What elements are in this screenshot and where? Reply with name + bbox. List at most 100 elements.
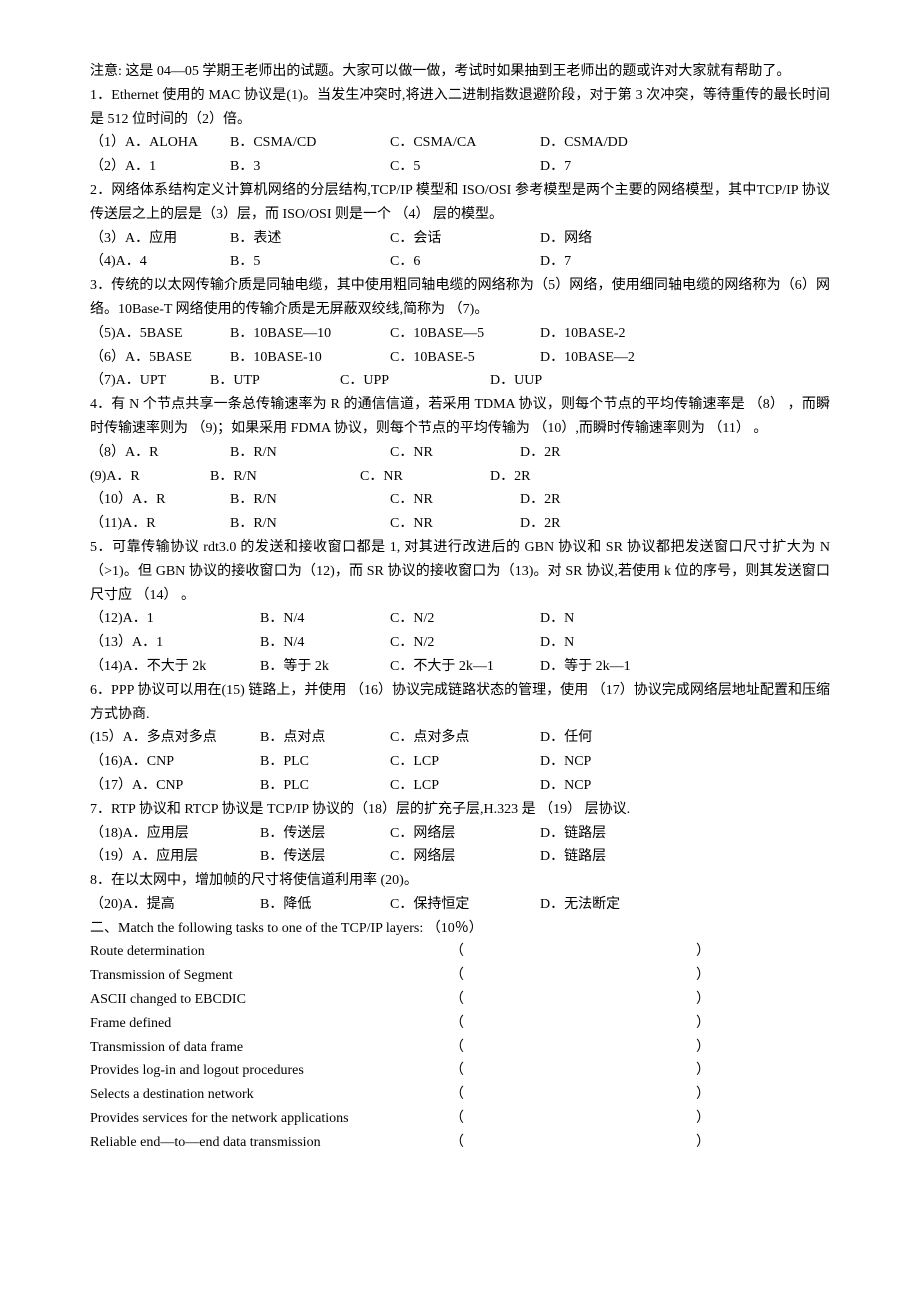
opt-c: C．LCP	[390, 750, 540, 774]
opt-d: D．无法断定	[540, 893, 670, 917]
intro-text: 注意: 这是 04—05 学期王老师出的试题。大家可以做一做，考试时如果抽到王老…	[90, 60, 830, 84]
opt-a: (9)A．R	[90, 465, 210, 489]
opt-d: D．NCP	[540, 750, 670, 774]
q5-text: 5．可靠传输协议 rdt3.0 的发送和接收窗口都是 1, 对其进行改进后的 G…	[90, 536, 830, 607]
q6-text: 6．PPP 协议可以用在(15) 链路上，并使用 （16）协议完成链路状态的管理…	[90, 679, 830, 727]
opt-a: （20)A．提高	[90, 893, 260, 917]
opt-a: （13）A．1	[90, 631, 260, 655]
opt-d: D．链路层	[540, 822, 670, 846]
opt-b: B．点对点	[260, 726, 390, 750]
opt-d: D．2R	[520, 488, 650, 512]
match-row: Provides services for the network applic…	[90, 1107, 830, 1131]
opt-c: C．NR	[390, 441, 520, 465]
paren-open: （	[450, 988, 530, 1012]
opt-d: D．N	[540, 631, 670, 655]
paren-close: ）	[530, 1059, 710, 1083]
opt-a: （18)A．应用层	[90, 822, 260, 846]
q3-5-options: （5)A．5BASE B．10BASE—10 C．10BASE—5 D．10BA…	[90, 322, 830, 346]
opt-d: D．7	[540, 155, 670, 179]
opt-c: C．10BASE-5	[390, 346, 540, 370]
opt-b: B．降低	[260, 893, 390, 917]
paren-open: （	[450, 1083, 530, 1107]
match-label: Provides services for the network applic…	[90, 1107, 450, 1131]
opt-b: B．PLC	[260, 774, 390, 798]
opt-b: B．R/N	[230, 512, 390, 536]
opt-a: （17）A．CNP	[90, 774, 260, 798]
q4-10-options: （10）A．R B．R/N C．NR D．2R	[90, 488, 830, 512]
paren-open: （	[450, 1131, 530, 1155]
opt-c: C．NR	[390, 512, 520, 536]
opt-c: C．不大于 2k—1	[390, 655, 540, 679]
q4-text: 4．有 N 个节点共享一条总传输速率为 R 的通信信道，若采用 TDMA 协议，…	[90, 393, 830, 441]
opt-c: C．点对多点	[390, 726, 540, 750]
opt-b: B．N/4	[260, 607, 390, 631]
opt-a: （6）A．5BASE	[90, 346, 230, 370]
q7-text: 7．RTP 协议和 RTCP 协议是 TCP/IP 协议的（18）层的扩充子层,…	[90, 798, 830, 822]
opt-c: C．N/2	[390, 607, 540, 631]
q5-14-options: （14)A．不大于 2k B．等于 2k C．不大于 2k—1 D．等于 2k—…	[90, 655, 830, 679]
q4-8-options: （8）A．R B．R/N C．NR D．2R	[90, 441, 830, 465]
paren-close: ）	[530, 1107, 710, 1131]
opt-b: B．R/N	[210, 465, 360, 489]
opt-c: C．N/2	[390, 631, 540, 655]
match-label: Transmission of data frame	[90, 1036, 450, 1060]
match-label: Selects a destination network	[90, 1083, 450, 1107]
q6-17-options: （17）A．CNP B．PLC C．LCP D．NCP	[90, 774, 830, 798]
opt-d: D．10BASE-2	[540, 322, 670, 346]
opt-c: C．网络层	[390, 822, 540, 846]
opt-b: B．表述	[230, 227, 390, 251]
paren-close: ）	[530, 940, 710, 964]
opt-a: （2）A．1	[90, 155, 230, 179]
opt-a: （5)A．5BASE	[90, 322, 230, 346]
opt-d: D．NCP	[540, 774, 670, 798]
match-label: ASCII changed to EBCDIC	[90, 988, 450, 1012]
paren-open: （	[450, 1107, 530, 1131]
q7-19-options: （19）A．应用层 B．传送层 C．网络层 D．链路层	[90, 845, 830, 869]
paren-open: （	[450, 1012, 530, 1036]
opt-b: B．3	[230, 155, 390, 179]
paren-close: ）	[530, 964, 710, 988]
opt-a: （3）A．应用	[90, 227, 230, 251]
match-row: Reliable end—to—end data transmission （ …	[90, 1131, 830, 1155]
paren-close: ）	[530, 1012, 710, 1036]
opt-a: （8）A．R	[90, 441, 230, 465]
opt-c: C．5	[390, 155, 540, 179]
opt-d: D．UUP	[490, 369, 620, 393]
paren-open: （	[450, 964, 530, 988]
opt-d: D．N	[540, 607, 670, 631]
q2-4-options: （4)A．4 B．5 C．6 D．7	[90, 250, 830, 274]
opt-c: C．NR	[390, 488, 520, 512]
opt-b: B．传送层	[260, 822, 390, 846]
match-row: Frame defined （ ）	[90, 1012, 830, 1036]
opt-b: B．5	[230, 250, 390, 274]
q4-11-options: （11)A．R B．R/N C．NR D．2R	[90, 512, 830, 536]
paren-close: ）	[530, 1131, 710, 1155]
opt-a: （14)A．不大于 2k	[90, 655, 260, 679]
match-row: Selects a destination network （ ）	[90, 1083, 830, 1107]
opt-a: (15）A．多点对多点	[90, 726, 260, 750]
q2-3-options: （3）A．应用 B．表述 C．会话 D．网络	[90, 227, 830, 251]
opt-a: （10）A．R	[90, 488, 230, 512]
opt-d: D．10BASE—2	[540, 346, 670, 370]
opt-c: C．10BASE—5	[390, 322, 540, 346]
opt-d: D．7	[540, 250, 670, 274]
opt-c: C．6	[390, 250, 540, 274]
opt-b: B．CSMA/CD	[230, 131, 390, 155]
opt-d: D．网络	[540, 227, 670, 251]
match-row: Transmission of Segment （ ）	[90, 964, 830, 988]
opt-b: B．N/4	[260, 631, 390, 655]
paren-close: ）	[530, 1083, 710, 1107]
q3-text: 3．传统的以太网传输介质是同轴电缆，其中使用粗同轴电缆的网络称为（5）网络，使用…	[90, 274, 830, 322]
paren-open: （	[450, 940, 530, 964]
section2-heading: 二、Match the following tasks to one of th…	[90, 917, 830, 941]
opt-b: B．PLC	[260, 750, 390, 774]
match-label: Frame defined	[90, 1012, 450, 1036]
opt-b: B．等于 2k	[260, 655, 390, 679]
opt-b: B．R/N	[230, 488, 390, 512]
opt-d: D．任何	[540, 726, 670, 750]
paren-close: ）	[530, 988, 710, 1012]
match-label: Route determination	[90, 940, 450, 964]
match-row: ASCII changed to EBCDIC （ ）	[90, 988, 830, 1012]
q1-text: 1．Ethernet 使用的 MAC 协议是(1)。当发生冲突时,将进入二进制指…	[90, 84, 830, 132]
opt-b: B．传送层	[260, 845, 390, 869]
